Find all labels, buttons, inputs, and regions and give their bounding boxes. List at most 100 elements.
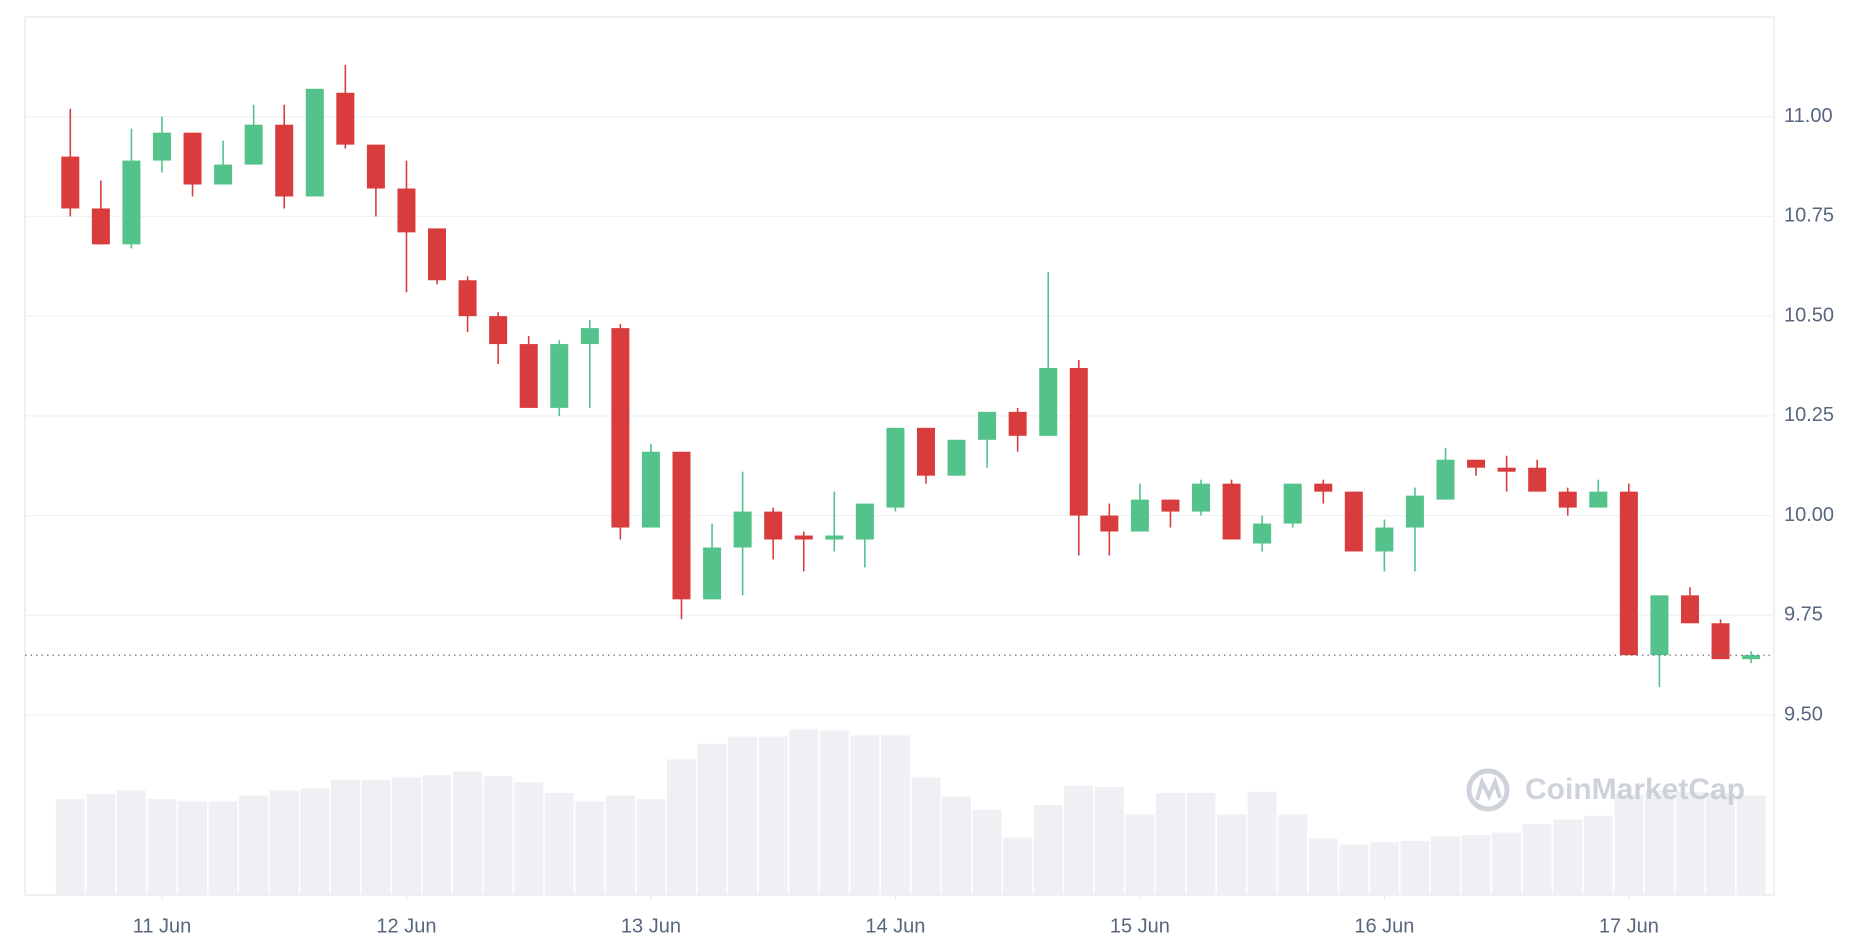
- volume-bar: [544, 793, 574, 895]
- y-tick-label: 10.75: [1784, 205, 1834, 227]
- candle-body: [1497, 467, 1516, 472]
- candle-body: [886, 427, 905, 508]
- candle-body: [1436, 459, 1455, 500]
- candle-body: [825, 535, 844, 540]
- candle-body: [366, 144, 385, 189]
- candle-body: [214, 164, 233, 185]
- candle-body: [1069, 367, 1088, 516]
- volume-bar: [1522, 824, 1552, 895]
- volume-bar: [667, 759, 696, 895]
- watermark-logo-mark: [1475, 776, 1502, 801]
- candle-body: [1222, 483, 1241, 540]
- volume-bar: [239, 795, 269, 895]
- volume-bar: [55, 799, 85, 895]
- volume-bar: [1431, 836, 1460, 895]
- volume-bar: [1247, 791, 1277, 895]
- candle-body: [1680, 595, 1699, 624]
- candle-body: [1528, 467, 1547, 492]
- candle-body: [672, 451, 691, 600]
- candle-body: [580, 328, 599, 345]
- volume-bar: [1369, 842, 1399, 895]
- candle-body: [1619, 491, 1638, 656]
- candle-body: [855, 503, 874, 540]
- volume-bar: [514, 782, 544, 895]
- candle-body: [1589, 491, 1608, 508]
- volume-bar: [1033, 805, 1063, 895]
- y-tick-label: 9.50: [1784, 703, 1823, 725]
- y-tick-label: 10.50: [1784, 304, 1834, 326]
- candle-body: [611, 328, 630, 528]
- volume-bar: [1217, 814, 1247, 895]
- volume-bar: [1706, 793, 1736, 895]
- watermark-text: CoinMarketCap: [1525, 773, 1745, 806]
- candle-body: [794, 535, 813, 540]
- volume-bar: [1094, 787, 1124, 895]
- volume-bar: [1155, 793, 1185, 895]
- watermark-logo: [1466, 768, 1510, 812]
- candle-body: [947, 439, 966, 476]
- volume-bar: [1553, 819, 1583, 895]
- volume-bar: [972, 809, 1002, 895]
- candle-body: [397, 188, 416, 233]
- volume-bar: [1003, 837, 1033, 895]
- volume-bar: [880, 735, 910, 895]
- volume-bar: [1278, 814, 1308, 895]
- candle-body: [1375, 527, 1394, 552]
- volume-bar: [1400, 841, 1430, 895]
- x-tick-label: 12 Jun: [376, 915, 436, 937]
- x-tick-label: 13 Jun: [621, 915, 681, 937]
- volume-bar: [605, 795, 635, 895]
- volume-bars: [55, 729, 1766, 895]
- candle-body: [275, 124, 294, 197]
- candle-body: [1467, 459, 1486, 468]
- volume-bar: [942, 796, 972, 895]
- x-tick-label: 15 Jun: [1110, 915, 1170, 937]
- volume-bar: [789, 729, 819, 895]
- candle-body: [152, 132, 171, 161]
- volume-bar: [819, 730, 849, 895]
- candle-body: [244, 124, 263, 165]
- volume-bar: [86, 794, 116, 895]
- volume-bar: [1461, 835, 1491, 895]
- y-tick-label: 9.75: [1784, 604, 1823, 626]
- x-tick-label: 16 Jun: [1354, 915, 1414, 937]
- candle-body: [1192, 483, 1211, 512]
- volume-bar: [116, 790, 146, 895]
- candle-body: [1558, 491, 1577, 508]
- candle-body: [978, 411, 997, 440]
- y-tick-label: 10.00: [1784, 504, 1834, 526]
- x-tick-label: 14 Jun: [865, 915, 925, 937]
- volume-bar: [1583, 815, 1613, 895]
- candle-body: [1161, 499, 1180, 512]
- volume-bar: [453, 771, 483, 895]
- volume-bar: [1186, 793, 1216, 895]
- volume-bar: [850, 735, 880, 895]
- candle-body: [489, 316, 508, 345]
- volume-bar: [361, 779, 391, 895]
- volume-bar: [1614, 794, 1644, 895]
- volume-bar: [1492, 832, 1522, 895]
- candle-body: [1344, 491, 1363, 552]
- volume-bar: [330, 779, 360, 895]
- volume-bar: [1064, 785, 1094, 895]
- volume-bar: [147, 799, 177, 895]
- candle-body: [1405, 495, 1424, 528]
- volume-bar: [422, 775, 452, 895]
- volume-bar: [1339, 844, 1369, 895]
- candle-body: [458, 280, 477, 317]
- volume-bar: [1736, 795, 1766, 895]
- volume-bar: [178, 801, 208, 895]
- candle-body: [1100, 515, 1119, 532]
- candle-body: [1711, 623, 1730, 660]
- candle-body: [1039, 367, 1058, 436]
- volume-bar: [636, 799, 666, 895]
- candle-body: [336, 92, 355, 145]
- volume-bar: [1308, 838, 1338, 895]
- x-tick-label: 17 Jun: [1599, 915, 1659, 937]
- watermark: CoinMarketCap: [1466, 768, 1745, 812]
- candle-body: [519, 344, 538, 408]
- candle-body: [916, 427, 935, 476]
- candle-body: [1130, 499, 1149, 532]
- candle-body: [183, 132, 202, 185]
